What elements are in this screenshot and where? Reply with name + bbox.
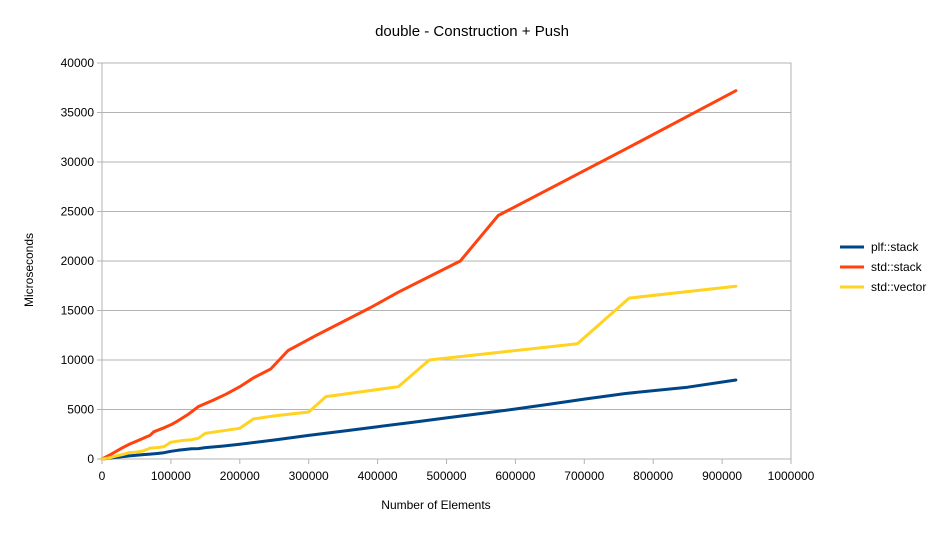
legend-label: std::stack — [871, 260, 923, 274]
y-tick-label: 30000 — [61, 155, 95, 169]
y-tick-label: 40000 — [61, 56, 95, 70]
x-tick-label: 200000 — [220, 469, 260, 483]
x-axis-title: Number of Elements — [381, 498, 490, 512]
y-tick-label: 35000 — [61, 106, 95, 120]
series-lines — [100, 89, 738, 461]
y-tick-label: 0 — [87, 452, 94, 466]
x-tick-label: 500000 — [426, 469, 466, 483]
x-tick-label: 400000 — [358, 469, 398, 483]
x-tick-label: 600000 — [495, 469, 535, 483]
y-tick-label: 15000 — [61, 304, 95, 318]
y-tick-label: 5000 — [67, 403, 94, 417]
x-axis: 0 100000 200000 300000 400000 500000 600000 700… — [99, 459, 815, 483]
series-line-plf-stack — [100, 378, 738, 461]
y-tick-label: 10000 — [61, 353, 95, 367]
legend-label: plf::stack — [871, 240, 919, 254]
series-line-std-stack — [100, 89, 738, 461]
y-tick-label: 20000 — [61, 254, 95, 268]
y-axis: 0 5000 10000 15000 20000 25000 30000 35000 40000 — [61, 56, 102, 466]
x-tick-label: 700000 — [564, 469, 604, 483]
x-tick-label: 1000000 — [768, 469, 815, 483]
x-tick-label: 100000 — [151, 469, 191, 483]
x-tick-label: 0 — [99, 469, 106, 483]
legend-label: std::vector — [871, 280, 926, 294]
series-line-std-vector — [100, 284, 738, 461]
x-tick-label: 800000 — [633, 469, 673, 483]
x-tick-label: 300000 — [289, 469, 329, 483]
y-tick-label: 25000 — [61, 205, 95, 219]
y-axis-title: Microseconds — [22, 233, 36, 307]
chart-title: double - Construction + Push — [375, 23, 569, 40]
x-tick-label: 900000 — [702, 469, 742, 483]
